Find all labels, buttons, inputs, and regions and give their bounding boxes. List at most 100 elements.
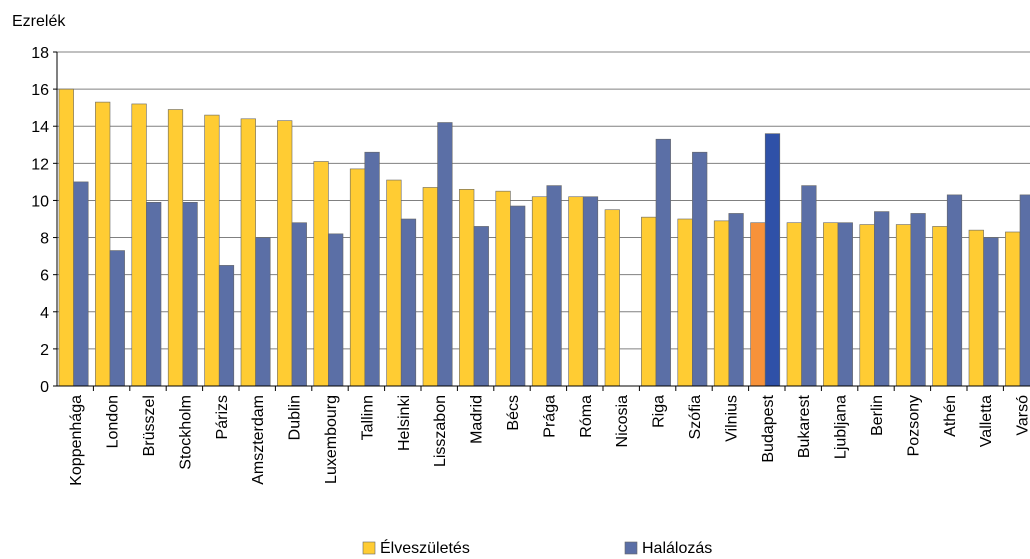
bar-halalozas-tallinn (364, 151, 380, 387)
category-label-vilnius: Vilnius (723, 395, 740, 442)
bar-halalozas-roma (582, 196, 599, 387)
bar-halalozas-pozsony (910, 213, 926, 387)
bar-halalozas-lisszabon (437, 122, 453, 387)
y-tick-label: 8 (40, 231, 49, 248)
category-label-madrid: Madrid (469, 395, 486, 444)
bar-elveszuletes-athen (932, 226, 948, 387)
y-tick-label: 12 (31, 156, 49, 173)
category-label-parizs: Párizs (214, 395, 231, 439)
bar-elveszuletes-szofia (677, 218, 693, 387)
bar-halalozas-dublin (291, 222, 307, 387)
category-labels: Koppenhága London Brüsszel Stockholm Párizs A… (68, 386, 1030, 486)
bar-halalozas-szofia (692, 151, 708, 387)
bar-elveszuletes-praga (531, 196, 548, 387)
y-tick-label: 16 (31, 82, 49, 99)
bar-halalozas-riga (655, 138, 671, 387)
category-label-valletta: Valletta (978, 395, 995, 447)
category-label-szofia: Szófia (687, 395, 704, 440)
legend-label-halalozas: Halálozás (642, 540, 712, 557)
bar-halalozas-stockholm (182, 202, 198, 387)
category-label-tallinn: Tallinn (359, 395, 376, 440)
bar-halalozas-parizs (218, 265, 235, 387)
bar-halalozas-koppenhaga (73, 181, 89, 387)
bar-elveszuletes-parizs (204, 114, 220, 387)
category-label-lisszabon: Lisszabon (432, 395, 449, 467)
bar-elveszuletes-becs (495, 190, 511, 387)
category-label-amszterdam: Amszterdam (250, 395, 267, 485)
bars (58, 88, 1030, 387)
y-tick-label: 4 (40, 305, 49, 322)
category-label-varso: Varsó (1015, 395, 1030, 436)
legend: Élveszületés Halálozás (362, 538, 712, 557)
legend-label-elveszuletes: Élveszületés (380, 538, 470, 557)
bar-elveszuletes-brusszel (131, 103, 147, 387)
bar-halalozas-madrid (473, 226, 489, 387)
y-tick-label: 6 (40, 268, 49, 285)
category-label-bukarest: Bukarest (796, 394, 813, 458)
category-label-helsinki: Helsinki (396, 395, 413, 451)
category-label-athen: Athén (942, 395, 959, 437)
y-tick-label: 2 (40, 342, 49, 359)
bar-elveszuletes-luxembourg (313, 161, 329, 387)
bar-elveszuletes-stockholm (167, 109, 184, 387)
bar-halalozas-budapest (764, 133, 781, 387)
bar-elveszuletes-amszterdam (240, 118, 256, 387)
bar-halalozas-athen (946, 194, 963, 387)
category-label-london: London (105, 395, 122, 448)
bar-elveszuletes-dublin (277, 120, 293, 387)
bar-halalozas-berlin (874, 211, 890, 387)
category-label-nicosia: Nicosia (614, 395, 631, 448)
category-label-becs: Bécs (505, 395, 522, 431)
bar-elveszuletes-helsinki (386, 179, 402, 387)
category-label-pozsony: Pozsony (905, 395, 922, 456)
bar-elveszuletes-koppenhaga (58, 88, 74, 387)
bar-elveszuletes-pozsony (895, 224, 912, 387)
bar-elveszuletes-vilnius (713, 220, 730, 387)
bar-elveszuletes-london (95, 101, 111, 387)
category-label-luxembourg: Luxembourg (323, 395, 340, 484)
bar-halalozas-becs (510, 205, 526, 387)
legend-swatch-elveszuletes (362, 541, 376, 555)
bar-elveszuletes-ljubljana (823, 222, 839, 387)
bar-elveszuletes-nicosia (604, 209, 620, 387)
category-label-berlin: Berlin (869, 395, 886, 436)
bar-halalozas-vilnius (728, 213, 744, 387)
bar-elveszuletes-madrid (459, 189, 475, 387)
bar-elveszuletes-berlin (859, 224, 875, 387)
y-tick-label: 18 (31, 45, 49, 62)
y-tick-label: 0 (40, 379, 49, 396)
category-label-roma: Róma (578, 395, 595, 438)
bar-elveszuletes-lisszabon (422, 187, 438, 387)
category-label-praga: Prága (541, 395, 558, 438)
bar-halalozas-brusszel (146, 202, 162, 387)
bar-halalozas-varso (1019, 194, 1030, 387)
category-label-stockholm: Stockholm (177, 395, 194, 470)
bar-elveszuletes-bukarest (786, 222, 802, 387)
bar-elveszuletes-riga (641, 216, 657, 387)
category-label-riga: Riga (651, 395, 668, 428)
category-label-budapest: Budapest (760, 394, 777, 462)
legend-swatch-halalozas (624, 541, 638, 555)
bar-elveszuletes-varso (1005, 231, 1021, 387)
bar-halalozas-london (109, 250, 125, 387)
y-axis-title: Ezrelék (12, 13, 66, 30)
bar-elveszuletes-tallinn (349, 168, 366, 387)
bar-halalozas-ljubljana (837, 222, 853, 387)
bar-elveszuletes-budapest (750, 222, 766, 387)
bar-halalozas-valletta (983, 237, 999, 387)
category-label-ljubljana: Ljubljana (833, 395, 850, 459)
bar-elveszuletes-valletta (968, 229, 984, 387)
bar-halalozas-luxembourg (328, 233, 344, 387)
category-label-dublin: Dublin (287, 395, 304, 440)
bar-halalozas-helsinki (400, 218, 417, 387)
y-tick-labels: 0 2 4 6 8 10 12 14 16 18 (31, 45, 57, 396)
bar-halalozas-bukarest (801, 185, 817, 387)
y-tick-label: 14 (31, 119, 49, 136)
category-label-brusszel: Brüsszel (141, 395, 158, 456)
bar-halalozas-amszterdam (255, 237, 271, 387)
y-tick-label: 10 (31, 193, 49, 210)
bar-elveszuletes-roma (568, 196, 584, 387)
category-label-koppenhaga: Koppenhága (68, 395, 85, 486)
bar-halalozas-praga (546, 185, 562, 387)
